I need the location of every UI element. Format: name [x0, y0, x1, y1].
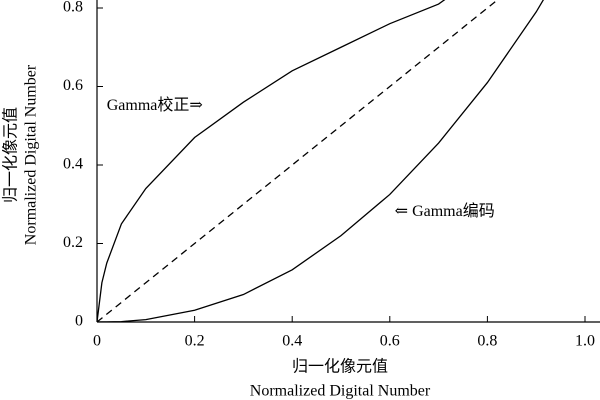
x-tick-label: 0.6: [380, 333, 400, 350]
annotation: ⇐ Gamma编码: [395, 202, 495, 220]
x-tick-label: 0.4: [282, 333, 302, 350]
annotation: Gamma校正⇒: [107, 96, 203, 114]
line-series: [97, 0, 545, 322]
x-tick-label: 0.8: [477, 333, 497, 350]
x-tick-label: 0: [93, 333, 101, 350]
y-axis-label: Normalized Digital Number: [23, 64, 40, 245]
x-tick-label: 0.2: [185, 333, 205, 350]
line-series: [97, 0, 499, 322]
x-axis-label: Normalized Digital Number: [250, 383, 431, 400]
x-axis-label: 归一化像元值: [292, 358, 388, 376]
y-tick-label: 0.2: [63, 234, 83, 251]
line-series: [97, 0, 446, 322]
plot-area: [97, 0, 545, 322]
y-tick-label: 0.8: [63, 0, 83, 16]
y-tick-label: 0.4: [63, 156, 83, 173]
y-tick-label: 0: [75, 313, 83, 330]
y-tick-label: 0.6: [63, 77, 83, 94]
y-axis-label: 归一化像元值: [2, 107, 20, 203]
x-tick-label: 1.0: [575, 333, 595, 350]
